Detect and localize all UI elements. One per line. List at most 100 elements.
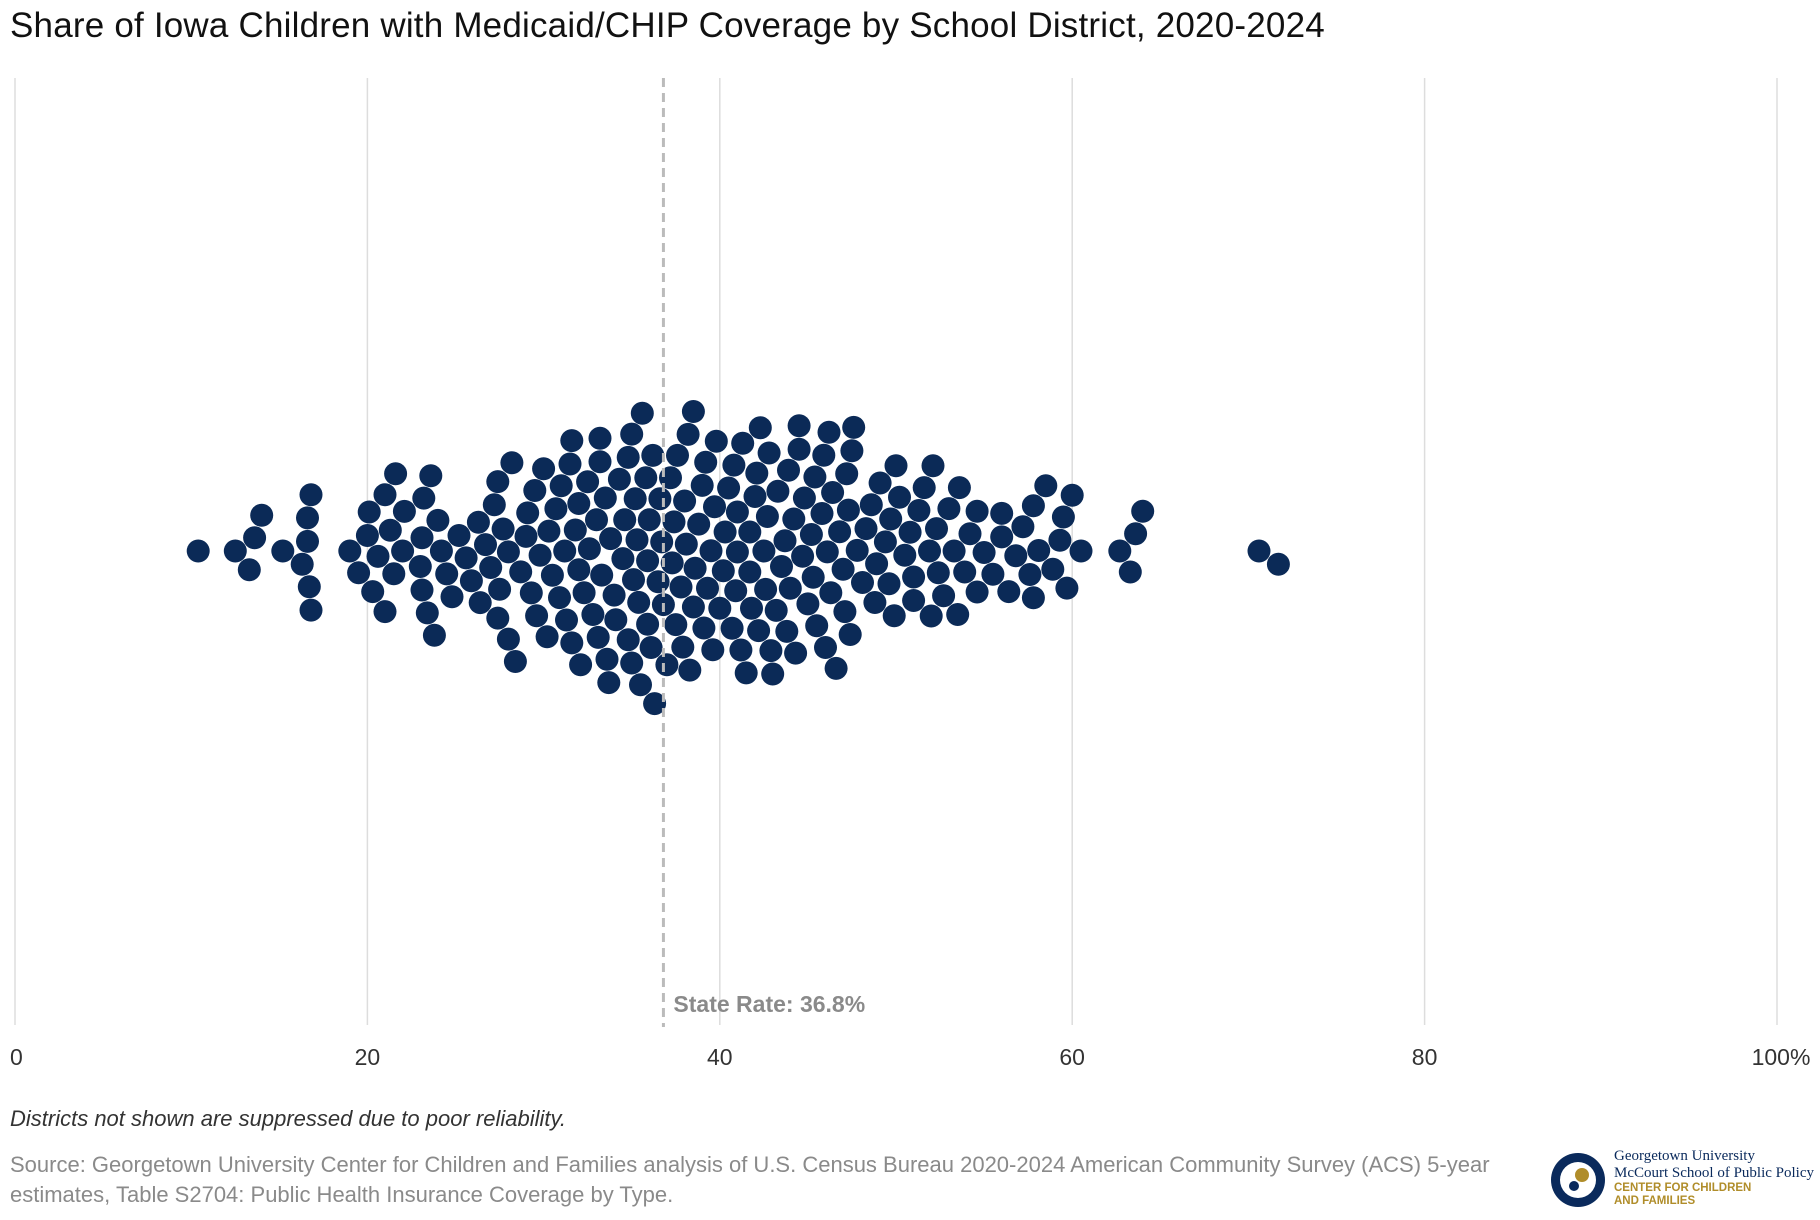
- data-point: [738, 560, 762, 584]
- data-point: [408, 555, 432, 578]
- data-point: [748, 416, 772, 440]
- data-point: [1108, 539, 1132, 563]
- data-point: [683, 556, 707, 580]
- data-point: [243, 526, 267, 550]
- data-point: [1069, 539, 1093, 563]
- data-point: [664, 613, 688, 637]
- data-point: [803, 465, 827, 489]
- data-point: [724, 579, 748, 603]
- data-point: [840, 439, 864, 463]
- x-tick-label-20: 20: [355, 1044, 381, 1070]
- data-point: [1247, 539, 1271, 563]
- data-point: [873, 530, 897, 554]
- data-point: [817, 420, 841, 444]
- data-point: [699, 539, 723, 563]
- data-point: [932, 584, 956, 608]
- data-point: [516, 501, 540, 525]
- data-point: [646, 570, 670, 594]
- suppression-note: Districts not shown are suppressed due t…: [10, 1106, 566, 1131]
- data-point: [865, 552, 889, 576]
- data-point: [186, 539, 210, 563]
- data-point: [674, 532, 698, 556]
- data-point: [1266, 552, 1290, 576]
- data-point: [1011, 515, 1035, 539]
- data-point: [720, 616, 744, 640]
- data-point: [863, 591, 887, 614]
- data-point: [868, 471, 892, 495]
- data-point: [831, 557, 855, 581]
- data-point: [440, 585, 464, 609]
- data-point: [655, 653, 679, 677]
- data-point: [814, 636, 837, 659]
- logo-line-university: Georgetown University: [1614, 1148, 1755, 1164]
- data-point: [764, 598, 788, 622]
- data-point: [528, 543, 552, 567]
- data-point: [373, 483, 397, 507]
- data-point: [921, 454, 945, 478]
- data-point: [560, 429, 584, 453]
- data-point: [752, 539, 776, 563]
- data-point: [740, 596, 763, 620]
- data-point: [918, 539, 941, 563]
- data-point: [426, 508, 450, 532]
- data-point: [912, 476, 936, 500]
- data-point: [1051, 505, 1075, 529]
- data-point: [810, 502, 834, 525]
- data-point: [519, 581, 543, 605]
- data-point: [694, 450, 718, 474]
- data-point: [223, 539, 247, 563]
- data-point: [729, 638, 753, 662]
- data-point: [835, 462, 859, 486]
- data-point: [784, 641, 808, 665]
- data-point: [660, 551, 684, 575]
- data-point: [486, 470, 510, 494]
- data-point: [250, 503, 274, 527]
- data-point: [419, 464, 443, 488]
- data-point: [378, 518, 402, 542]
- data-point: [678, 658, 702, 682]
- data-point: [581, 603, 605, 626]
- data-point: [355, 524, 379, 547]
- x-tick-label-80: 80: [1412, 1044, 1438, 1070]
- data-point: [595, 647, 619, 671]
- data-point: [965, 580, 989, 604]
- data-point: [997, 580, 1021, 604]
- data-point: [611, 547, 635, 571]
- data-point: [761, 662, 785, 686]
- data-point: [851, 571, 874, 594]
- data-point: [620, 651, 644, 675]
- data-point: [671, 635, 695, 659]
- data-point: [801, 565, 825, 589]
- data-point: [755, 505, 779, 528]
- data-point: [597, 671, 621, 695]
- data-point: [777, 458, 800, 482]
- data-point: [902, 589, 926, 612]
- data-point: [757, 441, 781, 465]
- data-point: [532, 457, 556, 481]
- data-point: [1060, 483, 1084, 507]
- data-point: [357, 500, 381, 524]
- data-point: [819, 581, 843, 605]
- logo-line-center: CENTER FOR CHILDREN: [1614, 1182, 1752, 1194]
- data-point: [947, 476, 971, 500]
- x-tick-label-0: 0: [10, 1044, 23, 1070]
- data-point: [942, 539, 966, 563]
- data-point: [296, 506, 319, 530]
- data-point: [422, 623, 446, 647]
- data-point: [770, 555, 793, 578]
- data-point: [641, 443, 665, 467]
- data-point: [731, 431, 755, 455]
- data-point: [639, 636, 663, 659]
- data-point: [673, 489, 697, 513]
- data-point: [782, 507, 806, 531]
- data-point: [754, 577, 778, 601]
- data-point: [429, 539, 453, 563]
- data-point: [1004, 544, 1028, 568]
- data-point: [854, 517, 878, 541]
- data-point: [759, 639, 783, 663]
- data-point: [926, 561, 950, 585]
- data-point: [634, 466, 658, 490]
- data-point: [1021, 494, 1045, 518]
- data-point: [382, 562, 406, 586]
- data-point: [549, 474, 573, 498]
